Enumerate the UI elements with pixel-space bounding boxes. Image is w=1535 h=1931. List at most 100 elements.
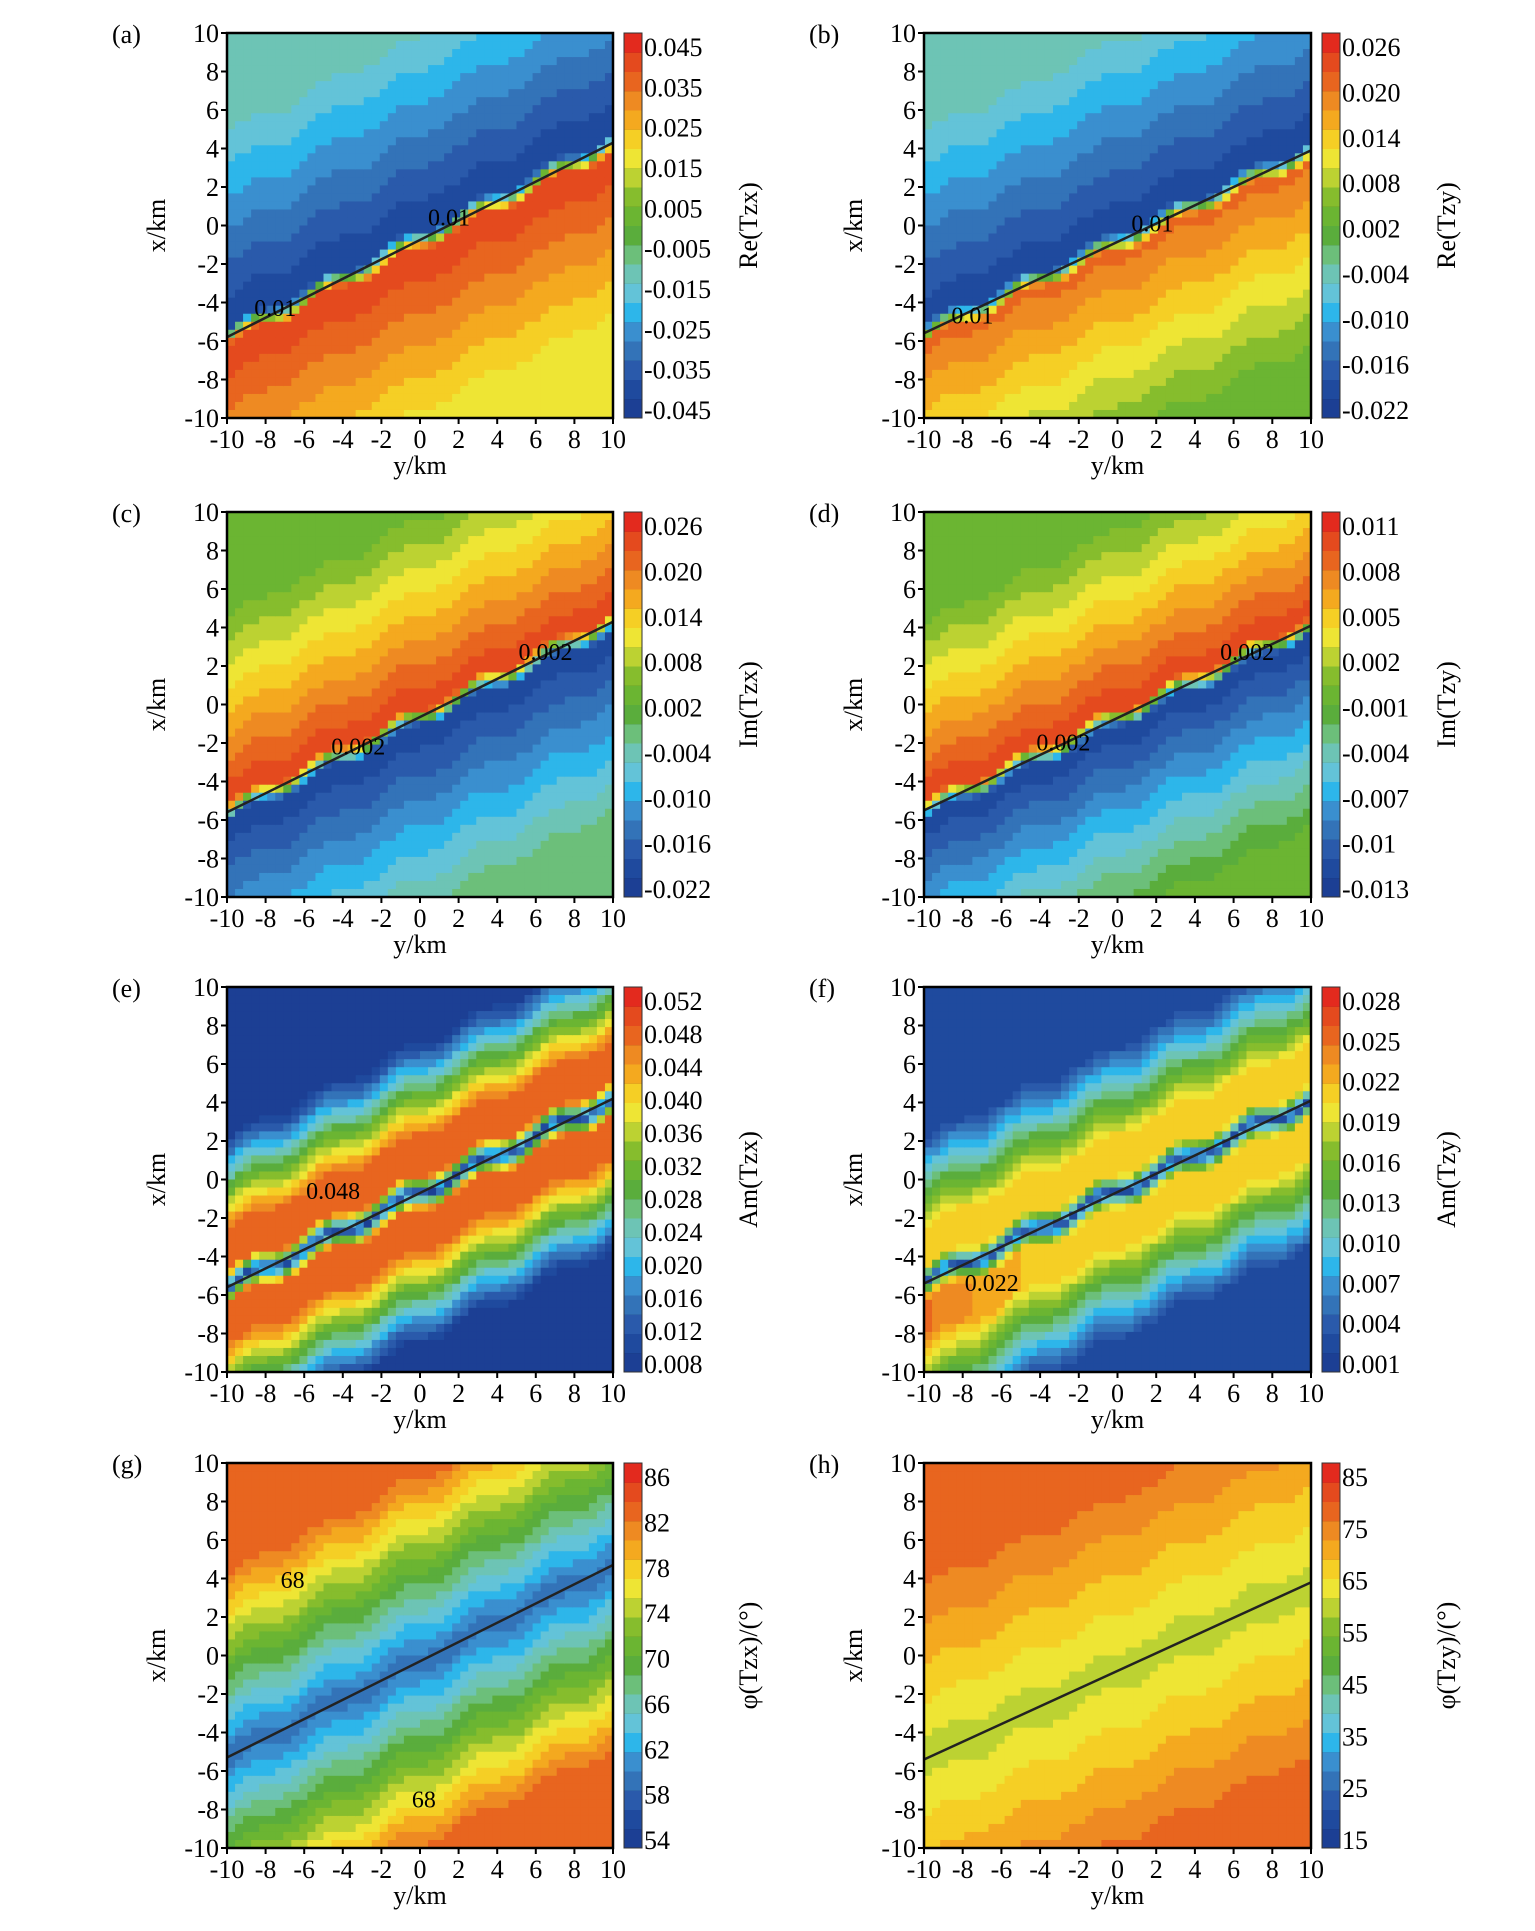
heatmap-cell (580, 265, 590, 275)
colorbar-tick-label: 0.026 (1342, 33, 1401, 62)
heatmap-cell (227, 616, 236, 625)
heatmap-cell (331, 49, 341, 58)
heatmap-cell (988, 41, 998, 50)
heatmap-cell (524, 217, 534, 227)
heatmap-cell (1077, 401, 1086, 411)
heatmap-cell (323, 81, 333, 90)
heatmap-cell (1198, 353, 1207, 363)
heatmap-cell (996, 201, 1006, 211)
heatmap-cell (251, 584, 260, 593)
heatmap-cell (1028, 65, 1038, 74)
heatmap-cell (331, 281, 341, 291)
heatmap-cell (972, 97, 982, 106)
heatmap-cell (1165, 177, 1175, 186)
heatmap-cell (596, 265, 606, 275)
heatmap-cell (532, 281, 542, 291)
heatmap-cell (492, 377, 502, 387)
heatmap-cell (964, 193, 973, 203)
heatmap-cell (604, 233, 614, 243)
heatmap-cell (924, 377, 933, 387)
heatmap-cell (243, 305, 252, 315)
heatmap-cell (403, 73, 413, 82)
heatmap-cell (395, 377, 405, 387)
heatmap-cell (556, 81, 566, 90)
heatmap-cell (283, 409, 292, 419)
heatmap-cell (1069, 185, 1078, 195)
heatmap-cell (315, 105, 325, 114)
heatmap-cell (1069, 297, 1078, 307)
heatmap-cell (604, 281, 614, 291)
heatmap-cell (267, 41, 276, 50)
heatmap-cell (420, 201, 429, 211)
heatmap-cell (588, 41, 598, 50)
heatmap-cell (1206, 217, 1215, 227)
heatmap-cell (1302, 281, 1312, 291)
heatmap-cell (1053, 145, 1062, 154)
heatmap-cell (395, 65, 405, 74)
heatmap-cell (1262, 313, 1272, 323)
heatmap-cell (1294, 321, 1304, 331)
heatmap-cell (1109, 145, 1119, 154)
heatmap-cell (251, 305, 260, 315)
heatmap-cell (1294, 249, 1304, 259)
heatmap-cell (387, 89, 397, 98)
heatmap-cell (299, 177, 309, 186)
heatmap-cell (516, 337, 526, 347)
heatmap-cell (235, 193, 244, 203)
heatmap-cell (1206, 73, 1215, 82)
heatmap-cell (403, 153, 413, 162)
heatmap-cell (347, 217, 357, 227)
heatmap-cell (1149, 321, 1159, 331)
heatmap-cell (355, 65, 365, 74)
heatmap-cell (1101, 337, 1111, 347)
heatmap-cell (476, 241, 485, 251)
heatmap-cell (1206, 137, 1215, 146)
heatmap-cell (259, 281, 268, 291)
heatmap-cell (548, 89, 558, 98)
heatmap-cell (379, 241, 389, 251)
heatmap-cell (1117, 145, 1127, 154)
heatmap-cell (259, 385, 268, 395)
heatmap-cell (556, 265, 566, 275)
heatmap-cell (564, 185, 574, 195)
heatmap-cell (1254, 369, 1264, 379)
heatmap-cell (1262, 257, 1272, 267)
heatmap-cell (540, 153, 550, 162)
heatmap-cell (267, 233, 276, 243)
heatmap-cell (1061, 121, 1070, 130)
heatmap-cell (1198, 193, 1207, 203)
heatmap-cell (235, 289, 244, 299)
heatmap-cell (1125, 217, 1135, 227)
heatmap-cell (387, 137, 397, 146)
heatmap-cell (243, 225, 252, 235)
heatmap-cell (596, 273, 606, 283)
heatmap-cell (1020, 257, 1030, 267)
heatmap-cell (1270, 105, 1280, 114)
heatmap-cell (1004, 185, 1014, 195)
heatmap-cell (436, 273, 445, 283)
heatmap-cell (1173, 217, 1183, 227)
heatmap-cell (355, 329, 365, 339)
heatmap-cell (259, 265, 268, 275)
heatmap-cell (556, 57, 566, 66)
heatmap-cell (395, 233, 405, 243)
heatmap-cell (948, 289, 957, 299)
heatmap-cell (403, 177, 413, 186)
colorbar-swatch (624, 206, 642, 226)
heatmap-cell (948, 217, 957, 227)
heatmap-cell (596, 385, 606, 395)
heatmap-cell (259, 97, 268, 106)
heatmap-cell (395, 337, 405, 347)
heatmap-cell (1165, 289, 1175, 299)
heatmap-cell (1061, 265, 1070, 275)
heatmap-cell (227, 888, 236, 898)
heatmap-cell (387, 233, 397, 243)
heatmap-cell (604, 169, 614, 178)
heatmap-cell (371, 81, 381, 90)
heatmap-cell (315, 33, 325, 42)
heatmap-cell (964, 313, 973, 323)
heatmap-cell (1165, 185, 1175, 195)
heatmap-cell (1020, 177, 1030, 186)
heatmap-cell (924, 297, 933, 307)
heatmap-cell (940, 49, 949, 58)
